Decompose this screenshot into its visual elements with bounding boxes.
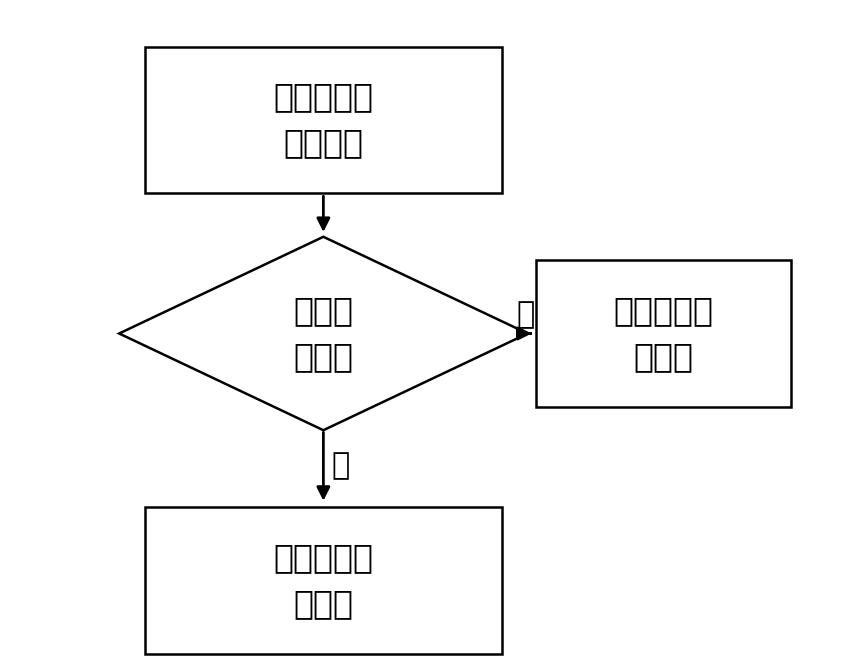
FancyBboxPatch shape	[145, 47, 502, 193]
Polygon shape	[119, 237, 528, 430]
Text: 力位并环控
制模式: 力位并环控 制模式	[273, 541, 374, 620]
FancyBboxPatch shape	[536, 260, 791, 407]
Text: 是: 是	[331, 451, 350, 480]
Text: 机器人控制
模式选择: 机器人控制 模式选择	[273, 81, 374, 159]
FancyBboxPatch shape	[145, 507, 502, 654]
Text: 检测到
接触力: 检测到 接触力	[294, 294, 353, 373]
Text: 否: 否	[517, 300, 535, 329]
Text: 单纯位置控
制模式: 单纯位置控 制模式	[614, 294, 714, 373]
